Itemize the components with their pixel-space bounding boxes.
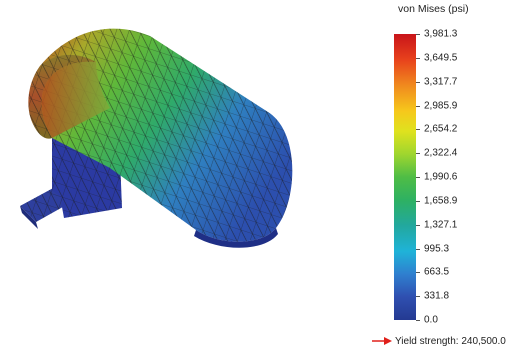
fea-stress-model[interactable]	[0, 0, 380, 349]
legend-tick-label: 1,990.6	[424, 171, 458, 183]
strip-edge	[194, 228, 278, 248]
legend-tick-label: 3,981.3	[424, 28, 458, 40]
legend-tick-label: 995.3	[424, 243, 450, 254]
legend-tick-label: 2,322.4	[424, 147, 458, 159]
legend-tick-label: 3,649.5	[424, 52, 458, 64]
legend-tick-mark	[416, 129, 420, 131]
legend-tick-mark	[416, 81, 420, 83]
stress-legend: von Mises (psi) 3,981.3 3,649.5 3,317.7 2,9…	[388, 0, 516, 349]
legend-tick-label: 2,654.2	[424, 123, 458, 135]
legend-title: von Mises (psi)	[398, 3, 469, 15]
legend-tick-mark	[416, 153, 420, 155]
legend-tick-mark	[416, 272, 420, 274]
legend-tick-mark	[416, 296, 420, 298]
legend-tick-label: 3,317.7	[424, 76, 458, 88]
legend-tick-label: 663.5	[424, 266, 450, 278]
legend-tick-label: 2,985.9	[424, 100, 458, 111]
legend-tick-mark	[416, 200, 420, 202]
legend-tick-mark	[416, 320, 420, 321]
legend-tick-mark	[416, 57, 420, 59]
legend-tick-mark	[416, 248, 420, 250]
arrow-right-icon	[372, 337, 392, 345]
legend-tick-label: 1,658.9	[424, 195, 458, 207]
curl-interior	[28, 54, 111, 139]
legend-tick-mark	[416, 224, 420, 226]
legend-tick-mark	[416, 177, 420, 178]
yield-strength-label: Yield strength: 240,500.0	[395, 335, 506, 347]
color-scale-bar	[394, 34, 416, 320]
yield-strength-indicator: Yield strength: 240,500.0	[372, 334, 506, 348]
legend-tick-mark	[416, 34, 420, 35]
legend-tick-label: 1,327.1	[424, 219, 458, 231]
model-viewport[interactable]	[0, 0, 380, 349]
legend-tick-label: 0.0	[424, 314, 438, 326]
legend-tick-label: 331.8	[424, 290, 450, 302]
legend-tick-mark	[416, 105, 420, 107]
